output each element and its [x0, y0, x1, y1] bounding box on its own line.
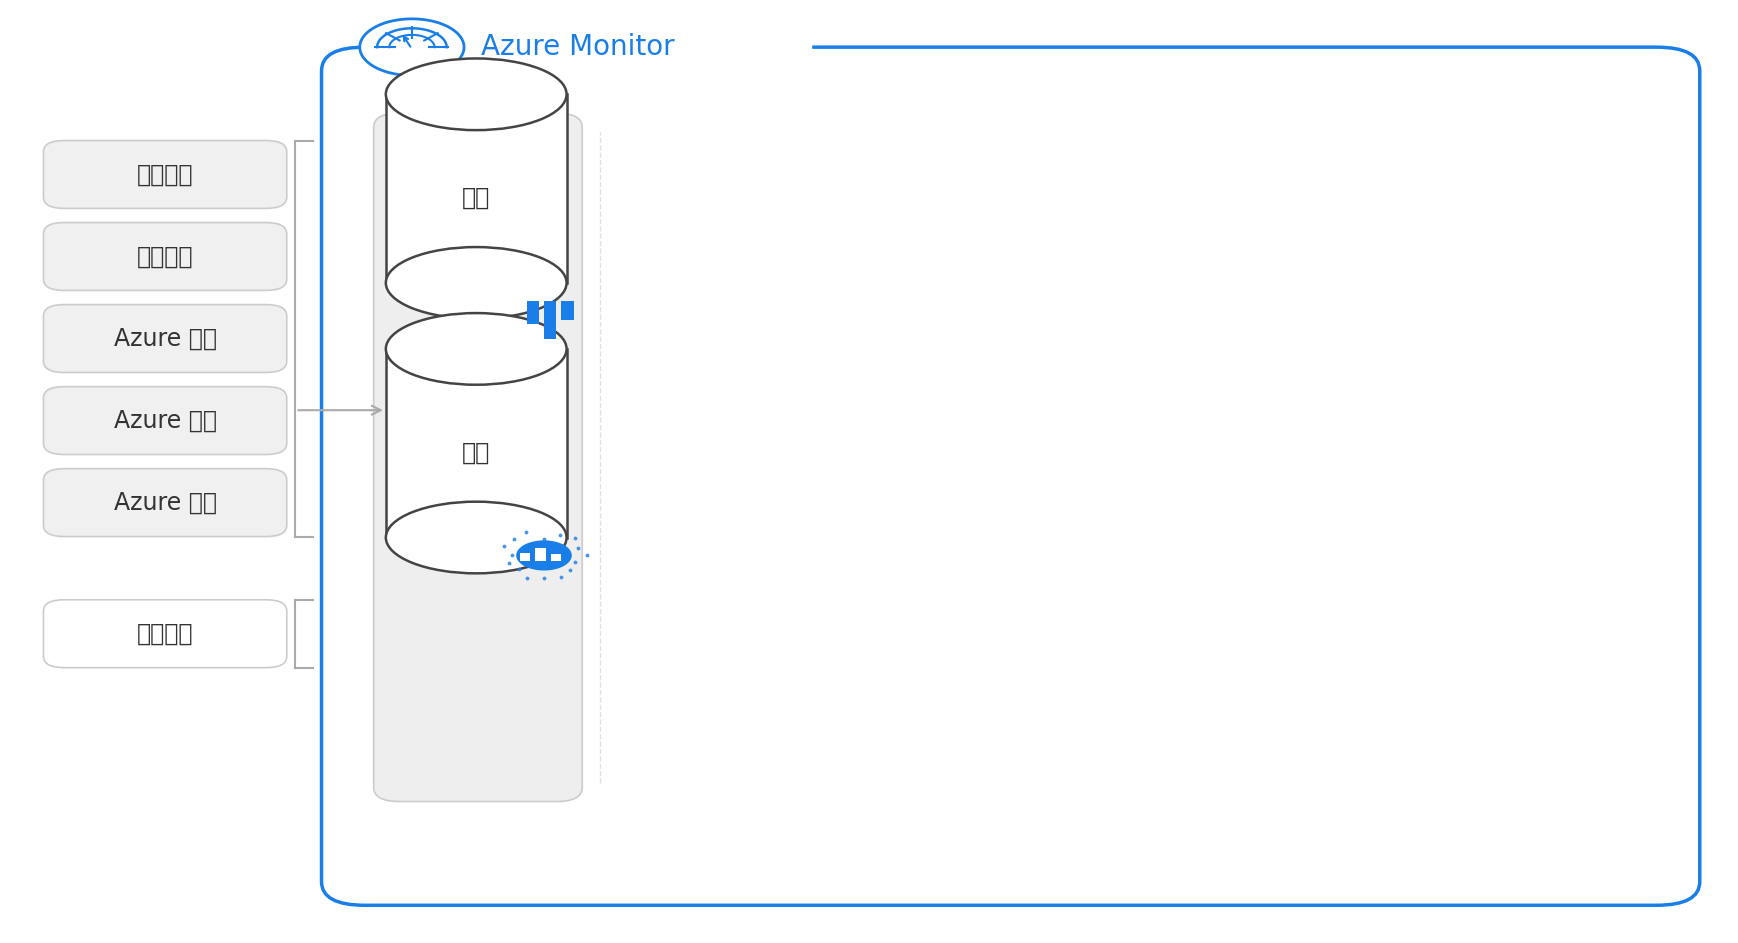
- Text: 日志: 日志: [462, 440, 490, 465]
- Text: Azure 订阅: Azure 订阅: [113, 408, 217, 433]
- Text: 操作系统: 操作系统: [137, 244, 193, 269]
- Bar: [535, 548, 546, 561]
- Text: 自定义源: 自定义源: [137, 621, 193, 646]
- FancyBboxPatch shape: [43, 600, 287, 668]
- Bar: [561, 301, 574, 320]
- Ellipse shape: [386, 313, 567, 385]
- Ellipse shape: [386, 247, 567, 319]
- FancyBboxPatch shape: [43, 387, 287, 455]
- Bar: [386, 349, 567, 538]
- Circle shape: [516, 540, 572, 571]
- Bar: [386, 94, 567, 283]
- Polygon shape: [360, 19, 464, 75]
- FancyBboxPatch shape: [43, 141, 287, 208]
- FancyBboxPatch shape: [374, 113, 582, 802]
- Bar: [527, 301, 539, 324]
- FancyBboxPatch shape: [43, 223, 287, 290]
- Bar: [544, 301, 556, 339]
- Ellipse shape: [386, 58, 567, 130]
- FancyBboxPatch shape: [43, 469, 287, 537]
- Text: Azure 租户: Azure 租户: [113, 490, 217, 515]
- Bar: [551, 554, 561, 561]
- Text: 指标: 指标: [462, 186, 490, 210]
- Ellipse shape: [386, 502, 567, 573]
- Text: Azure 资源: Azure 资源: [113, 326, 217, 351]
- Bar: [520, 553, 530, 561]
- Text: Azure Monitor: Azure Monitor: [481, 33, 674, 61]
- FancyBboxPatch shape: [43, 305, 287, 372]
- Text: 应用程序: 应用程序: [137, 162, 193, 187]
